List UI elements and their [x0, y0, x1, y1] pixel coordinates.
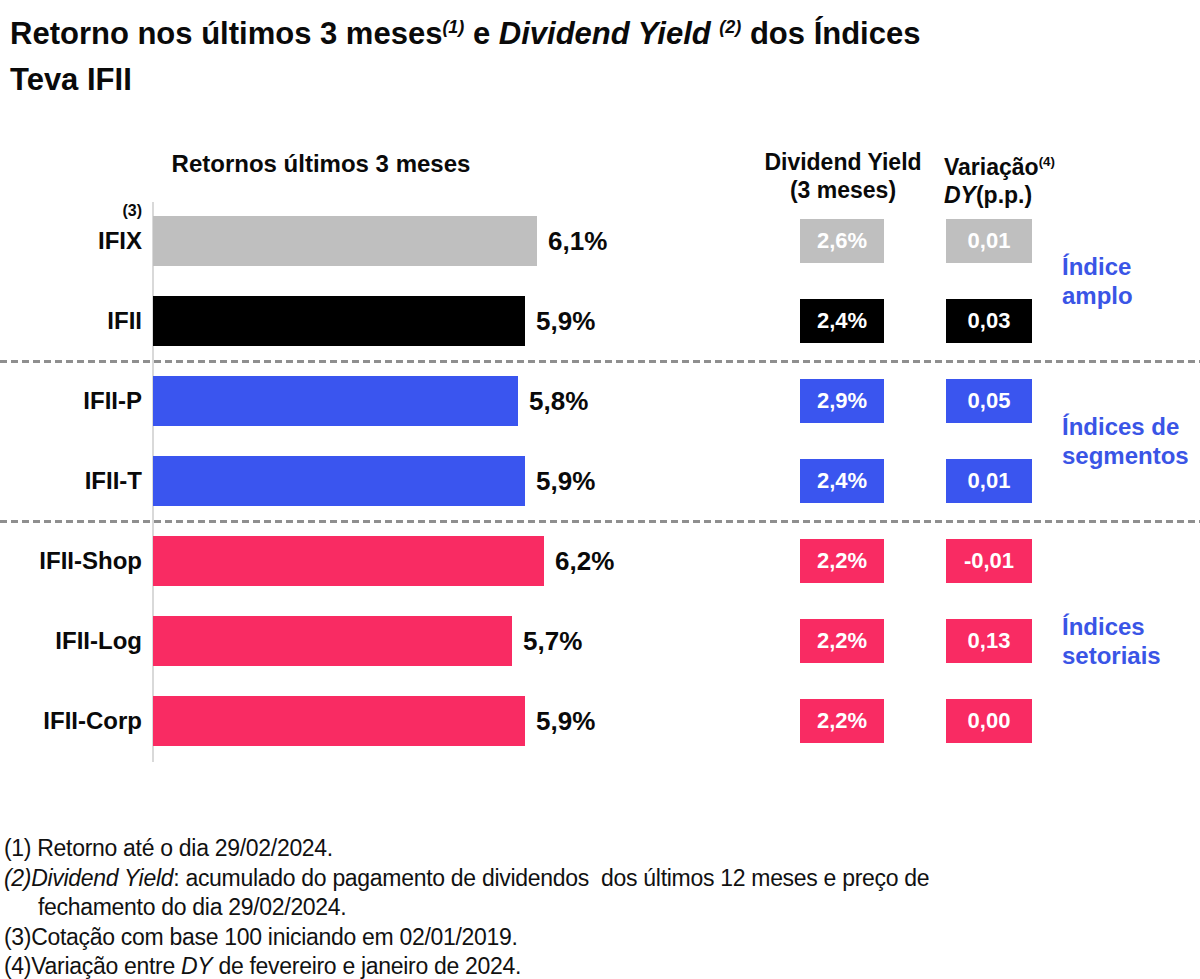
- variation-badge: 0,13: [946, 619, 1032, 663]
- text-segment: (2): [4, 865, 31, 891]
- text-segment: Dividend Yield: [31, 865, 173, 891]
- group-label-line: Índices de: [1062, 412, 1200, 441]
- text-segment: DY: [181, 953, 212, 979]
- text-segment: (3)Cotação com base 100 iniciando em 02/…: [4, 924, 518, 950]
- text-segment: (p.p.): [976, 182, 1032, 208]
- variation-badge: -0,01: [946, 539, 1032, 583]
- text-segment: (1): [442, 17, 464, 37]
- footnote-line: fechamento do dia 29/02/2024.: [38, 893, 1196, 923]
- text-segment: Dividend Yield: [499, 16, 720, 51]
- bar-value-label: 5,9%: [536, 456, 595, 506]
- text-segment: fechamento do dia 29/02/2024.: [38, 894, 346, 920]
- bar: [153, 456, 525, 506]
- dividend-yield-badge: 2,2%: [800, 619, 884, 663]
- dashed-separator: [0, 520, 1200, 523]
- row-label: IFII-Log: [0, 616, 142, 666]
- group-label: Índices desegmentos: [1062, 412, 1200, 470]
- bar: [153, 616, 512, 666]
- variation-column-header: Variação(4)DY(p.p.): [944, 148, 1084, 209]
- dividend-yield-badge: 2,6%: [800, 219, 884, 263]
- variation-header-line: DY(p.p.): [944, 181, 1084, 209]
- group-label-line: setoriais: [1062, 641, 1200, 670]
- text-segment: dos Índices: [741, 16, 920, 51]
- dividend-yield-header-line1: Dividend Yield: [763, 148, 923, 176]
- text-segment: de fevereiro e janeiro de 2024.: [212, 953, 521, 979]
- row-label: IFII-T: [0, 456, 142, 506]
- bar: [153, 696, 525, 746]
- bar: [153, 296, 525, 346]
- variation-header-line: Variação(4): [944, 148, 1084, 181]
- text-segment: : acumulado do pagamento de dividendos d…: [173, 865, 929, 891]
- footnote-line: (4)Variação entre DY de fevereiro e jane…: [4, 952, 1196, 979]
- dividend-yield-badge: 2,9%: [800, 379, 884, 423]
- dividend-yield-badge: 2,4%: [800, 299, 884, 343]
- text-segment: (1) Retorno até o dia 29/02/2024.: [4, 835, 333, 861]
- bar-value-label: 6,2%: [555, 536, 614, 586]
- dashed-separator: [0, 360, 1200, 363]
- bar-value-label: 5,9%: [536, 696, 595, 746]
- row-label: IFII-Shop: [0, 536, 142, 586]
- text-segment: (4)Variação entre: [4, 953, 181, 979]
- text-segment: Retorno nos últimos 3 meses: [10, 16, 442, 51]
- variation-badge: 0,01: [946, 219, 1032, 263]
- group-label-line: Índice: [1062, 252, 1200, 281]
- dividend-yield-column-header: Dividend Yield (3 meses): [763, 148, 923, 204]
- group-label-line: segmentos: [1062, 441, 1200, 470]
- footnote-line: (2)Dividend Yield: acumulado do pagament…: [4, 864, 1196, 894]
- row-label-superscript: (3): [0, 203, 142, 219]
- row-label: IFII-Corp: [0, 696, 142, 746]
- text-segment: DY: [944, 182, 976, 208]
- bar-value-label: 5,8%: [529, 376, 588, 426]
- variation-badge: 0,05: [946, 379, 1032, 423]
- group-label-line: amplo: [1062, 281, 1200, 310]
- page-title: Retorno nos últimos 3 meses(1) e Dividen…: [10, 4, 1190, 103]
- dividend-yield-header-line2: (3 meses): [763, 176, 923, 204]
- text-segment: Teva IFII: [10, 62, 132, 97]
- footnote-line: (3)Cotação com base 100 iniciando em 02/…: [4, 923, 1196, 953]
- variation-badge: 0,01: [946, 459, 1032, 503]
- bar: [153, 536, 544, 586]
- footnotes: (1) Retorno até o dia 29/02/2024. (2)Divi…: [4, 834, 1196, 979]
- row-label: IFII: [0, 296, 142, 346]
- text-segment: Variação: [944, 154, 1039, 180]
- group-label-line: Índices: [1062, 612, 1200, 641]
- row-label: IFII-P: [0, 376, 142, 426]
- bar-value-label: 5,9%: [536, 296, 595, 346]
- text-segment: (2): [719, 17, 741, 37]
- bar: [153, 376, 518, 426]
- group-label: Índicessetoriais: [1062, 612, 1200, 670]
- text-segment: (4): [1039, 154, 1055, 169]
- bar-value-label: 5,7%: [523, 616, 582, 666]
- dividend-yield-badge: 2,2%: [800, 539, 884, 583]
- variation-badge: 0,03: [946, 299, 1032, 343]
- bar-value-label: 6,1%: [548, 216, 607, 266]
- dividend-yield-badge: 2,2%: [800, 699, 884, 743]
- text-segment: e: [464, 16, 498, 51]
- group-label: Índiceamplo: [1062, 252, 1200, 310]
- variation-badge: 0,00: [946, 699, 1032, 743]
- dividend-yield-badge: 2,4%: [800, 459, 884, 503]
- bar: [153, 216, 537, 266]
- row-label: IFIX: [0, 216, 142, 266]
- footnote-line: (1) Retorno até o dia 29/02/2024.: [4, 834, 1196, 864]
- chart-figure: Retorno nos últimos 3 meses(1) e Dividen…: [0, 0, 1200, 979]
- returns-column-header: Retornos últimos 3 meses: [131, 150, 511, 178]
